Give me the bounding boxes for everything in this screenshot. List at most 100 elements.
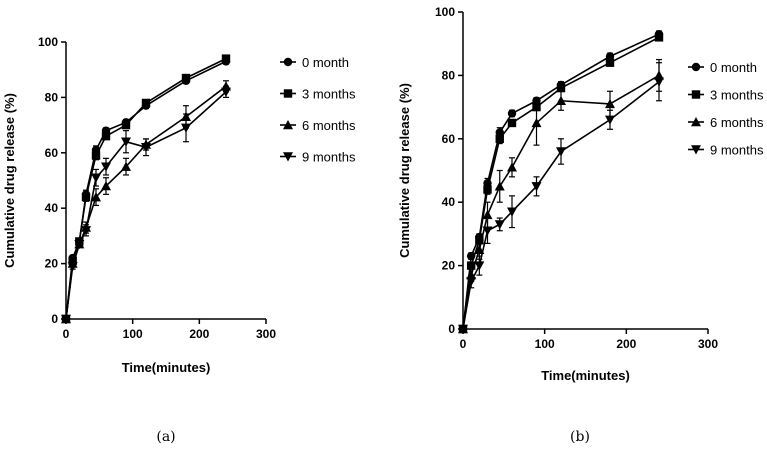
- series-6-months: [458, 58, 664, 334]
- legend-marker: [283, 57, 293, 67]
- series-3-months: [458, 33, 664, 334]
- series-line: [65, 91, 227, 320]
- data-point: [494, 220, 505, 230]
- y-tick-label: 60: [45, 146, 59, 160]
- legend-label: 3 months: [710, 88, 764, 103]
- legend-label: 3 months: [302, 87, 356, 102]
- x-tick-label: 0: [63, 327, 70, 341]
- data-point: [507, 207, 517, 217]
- y-tick-label: 0: [51, 312, 58, 326]
- data-point: [141, 143, 151, 153]
- panel-label: (a): [156, 429, 175, 445]
- data-point: [221, 54, 231, 63]
- data-point: [101, 162, 111, 172]
- legend-marker: [691, 117, 701, 127]
- x-axis-title: Time(minutes): [541, 368, 630, 383]
- data-point: [91, 173, 101, 183]
- series-line: [65, 85, 227, 320]
- data-point: [483, 185, 492, 194]
- data-point: [61, 314, 71, 324]
- x-tick-label: 200: [189, 327, 209, 341]
- data-point: [81, 226, 91, 236]
- y-tick-label: 100: [38, 35, 58, 49]
- series-6-months: [61, 80, 231, 324]
- data-point: [507, 118, 517, 128]
- data-point: [507, 109, 517, 118]
- legend-entry: 0 month: [280, 55, 349, 70]
- data-point: [458, 324, 468, 334]
- y-tick-label: 100: [435, 5, 455, 19]
- legend-entry: 6 months: [280, 118, 356, 133]
- series-line: [65, 57, 227, 320]
- data-point: [474, 261, 485, 271]
- y-axis-title: Cumulative drug release (%): [2, 93, 17, 268]
- data-point: [466, 261, 476, 270]
- legend-label: 9 months: [302, 150, 356, 165]
- y-tick-label: 0: [448, 322, 455, 336]
- legend-label: 6 months: [710, 115, 764, 130]
- y-tick-label: 20: [45, 257, 59, 271]
- data-point: [74, 240, 85, 250]
- legend-label: 6 months: [302, 118, 356, 133]
- series-line: [462, 33, 660, 330]
- series-9-months: [61, 85, 231, 324]
- data-point: [121, 137, 131, 147]
- chart-panel-1: 0 20 40 60 80 100 0 100 200 300 Time(minutes) Cumul…: [2, 35, 356, 445]
- legend-entry: 3 months: [688, 88, 764, 103]
- data-point: [91, 192, 101, 202]
- y-tick-label: 80: [442, 68, 456, 82]
- data-point: [181, 123, 191, 133]
- data-point: [531, 182, 542, 192]
- legend-label: 0 month: [302, 55, 349, 70]
- x-tick-label: 100: [535, 337, 555, 351]
- legend-entry: 9 months: [280, 150, 356, 165]
- legend-marker: [691, 145, 701, 155]
- series-line: [462, 74, 660, 330]
- data-point: [482, 209, 493, 220]
- data-point: [556, 83, 566, 93]
- series-9-months: [458, 62, 664, 334]
- data-point: [605, 98, 615, 109]
- data-point: [482, 226, 493, 236]
- data-point: [221, 87, 231, 97]
- y-tick-label: 40: [45, 201, 59, 215]
- data-point: [141, 98, 151, 108]
- legend-marker: [283, 152, 293, 162]
- data-point: [181, 73, 191, 83]
- data-point: [654, 77, 664, 87]
- x-tick-label: 0: [460, 337, 467, 351]
- data-point: [605, 115, 615, 125]
- y-tick-label: 40: [442, 195, 456, 209]
- legend-marker: [691, 62, 701, 72]
- data-point: [81, 192, 91, 202]
- x-tick-label: 300: [698, 337, 718, 351]
- data-point: [101, 181, 111, 191]
- legend-label: 9 months: [710, 143, 764, 158]
- data-point: [495, 134, 504, 143]
- legend-marker: [691, 90, 701, 99]
- series-line: [462, 81, 660, 330]
- legend-entry: 3 months: [280, 87, 356, 102]
- data-point: [121, 161, 131, 171]
- y-tick-label: 60: [442, 132, 456, 146]
- data-point: [101, 131, 111, 141]
- y-axis-title: Cumulative drug release (%): [397, 83, 412, 258]
- x-tick-label: 100: [123, 327, 143, 341]
- data-point: [605, 52, 615, 61]
- series-3-months: [61, 54, 231, 324]
- y-tick-label: 80: [45, 90, 59, 104]
- data-point: [556, 147, 566, 157]
- legend-entry: 9 months: [688, 143, 764, 158]
- data-point: [556, 95, 566, 105]
- data-point: [91, 151, 101, 160]
- panel-label: (b): [570, 429, 590, 445]
- legend-marker: [283, 120, 293, 130]
- data-point: [531, 117, 542, 128]
- data-point: [654, 33, 664, 42]
- data-point: [605, 58, 615, 67]
- legend-entry: 6 months: [688, 115, 764, 130]
- data-point: [121, 120, 131, 130]
- data-point: [494, 181, 505, 191]
- x-tick-label: 300: [256, 327, 276, 341]
